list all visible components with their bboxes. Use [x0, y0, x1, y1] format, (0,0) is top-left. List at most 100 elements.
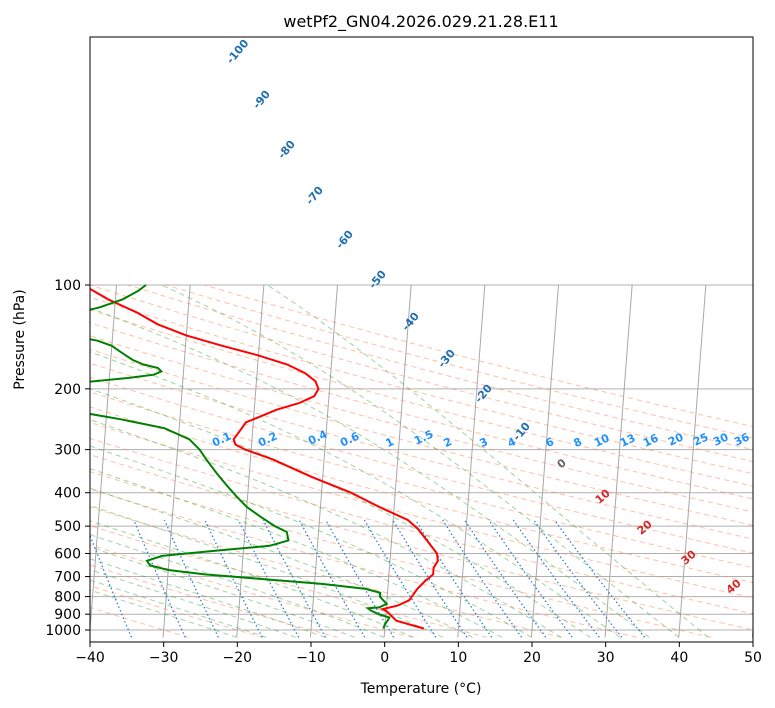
moist-adiabat-label: -40 [399, 310, 422, 334]
temperature-profile-line [90, 287, 439, 630]
moist-adiabat-line [90, 307, 650, 638]
x-tick-label: 20 [523, 650, 541, 666]
mixing-ratio-label: 30 [711, 430, 731, 448]
mixing-ratio-label: 0.2 [256, 430, 279, 450]
mixing-ratio-label: 20 [666, 430, 686, 448]
dry-adiabat-label: 20 [635, 517, 655, 537]
mixing-ratio-label: 6 [544, 435, 557, 450]
moist-adiabat-line [161, 284, 680, 638]
mixing-ratio-line [237, 519, 300, 638]
moist-adiabat-line [90, 487, 473, 638]
mixing-ratio-label: 13 [618, 431, 637, 449]
x-tick-label: 0 [380, 650, 389, 666]
mixing-ratio-line [414, 519, 493, 638]
mixing-ratio-label: 36 [732, 430, 752, 448]
mixing-ratio-line [533, 519, 623, 638]
mixing-ratio-line [553, 519, 646, 638]
y-tick-label: 100 [54, 278, 81, 294]
moist-adiabat-label: -70 [303, 184, 326, 208]
y-tick-label: 600 [54, 546, 81, 562]
y-tick-label: 300 [54, 443, 81, 459]
x-tick-label: −10 [296, 650, 326, 666]
isotherm-line [751, 623, 753, 638]
x-tick-label: −20 [223, 650, 253, 666]
moist-adiabat-line [90, 569, 296, 638]
y-tick-label: 900 [54, 607, 81, 623]
moist-adiabat-line [90, 445, 532, 638]
mixing-ratio-line [133, 519, 186, 638]
mixing-ratio-label: 0.6 [338, 429, 361, 449]
dry-adiabat-line [90, 606, 189, 638]
mixing-ratio-label: 0.1 [210, 430, 233, 450]
mixing-ratio-label: 3 [478, 435, 490, 450]
x-axis-label: Temperature (°C) [360, 681, 482, 697]
mixing-ratio-line [464, 519, 547, 638]
x-tick-label: 40 [670, 650, 688, 666]
moist-adiabat-label: -100 [224, 37, 252, 67]
x-tick-label: −30 [149, 650, 179, 666]
x-tick-label: 30 [597, 650, 615, 666]
mixing-ratio-label: 16 [641, 431, 661, 449]
chart-title: wetPf2_GN04.2026.029.21.28.E11 [283, 12, 558, 32]
dry-adiabat-line [90, 454, 753, 631]
isotherm-line [236, 284, 265, 638]
dry-adiabat-label: 10 [593, 486, 613, 506]
moist-adiabat-line [90, 505, 444, 638]
moist-adiabat-label: -90 [250, 88, 273, 112]
mixing-ratio-line [442, 519, 523, 638]
isotherm-line [457, 284, 486, 638]
y-tick-label: 800 [54, 590, 81, 606]
dry-adiabat-line [90, 376, 753, 554]
mixing-ratio-line [90, 533, 133, 638]
mixing-ratio-label: 1.5 [412, 428, 435, 448]
dry-adiabat-line [90, 544, 413, 638]
mixing-ratio-label: 8 [572, 435, 584, 450]
y-tick-label: 400 [54, 486, 81, 502]
isotherm-line [90, 284, 117, 637]
mixing-ratio-line [204, 519, 263, 638]
y-axis-label: Pressure (hPa) [12, 289, 28, 389]
mixing-ratio-line [163, 519, 219, 638]
mixing-ratio-line [512, 519, 600, 638]
dry-adiabat-line [127, 284, 753, 451]
mixing-ratio-line [262, 519, 327, 638]
mixing-ratio-label: 10 [592, 431, 612, 449]
mixing-ratio-line [298, 519, 366, 638]
y-tick-label: 500 [54, 519, 81, 535]
dry-adiabat-line [90, 437, 753, 615]
isotherm-line [678, 284, 707, 638]
dry-adiabat-line [90, 362, 753, 540]
moist-adiabat-line [90, 534, 385, 638]
mixing-ratio-label: 25 [691, 430, 710, 448]
x-axis: −40 −30 −20 −10 0 10 20 30 40 50 [75, 642, 762, 666]
dewpoint-profile-line [90, 284, 391, 629]
isotherm-line [383, 284, 412, 638]
y-tick-label: 1000 [45, 623, 81, 639]
dry-adiabat-line [90, 296, 753, 475]
dry-adiabat-label: 40 [724, 576, 744, 596]
dry-adiabat-line [90, 421, 753, 599]
moist-adiabat-label: -60 [333, 228, 356, 252]
dry-adiabat-line [90, 309, 753, 487]
dry-adiabat-line [204, 284, 753, 428]
moist-adiabat-line [90, 351, 621, 638]
isotherm-line [162, 284, 191, 638]
isotherm-line [604, 284, 633, 638]
isotherm-line [309, 284, 338, 638]
moist-adiabat-line [90, 589, 237, 638]
y-tick-label: 200 [54, 382, 81, 398]
x-tick-label: −40 [75, 650, 105, 666]
dry-adiabat-line [90, 335, 753, 513]
moist-adiabat-label: -80 [275, 138, 298, 162]
plot-area: 0.1 0.2 0.4 0.6 1 1.5 2 3 4 6 8 10 13 16 20 25 30 36-100-… [90, 37, 753, 638]
moist-adiabat-line [90, 419, 562, 638]
mixing-ratio-line [392, 519, 468, 638]
x-tick-label: 10 [449, 650, 467, 666]
y-tick-label: 700 [54, 570, 81, 586]
dry-adiabat-label: 30 [679, 547, 699, 567]
dry-adiabat-line [90, 348, 753, 526]
mixing-ratio-label: 2 [442, 435, 454, 450]
dry-adiabat-line [90, 322, 753, 500]
moist-adiabat-line [90, 388, 591, 638]
